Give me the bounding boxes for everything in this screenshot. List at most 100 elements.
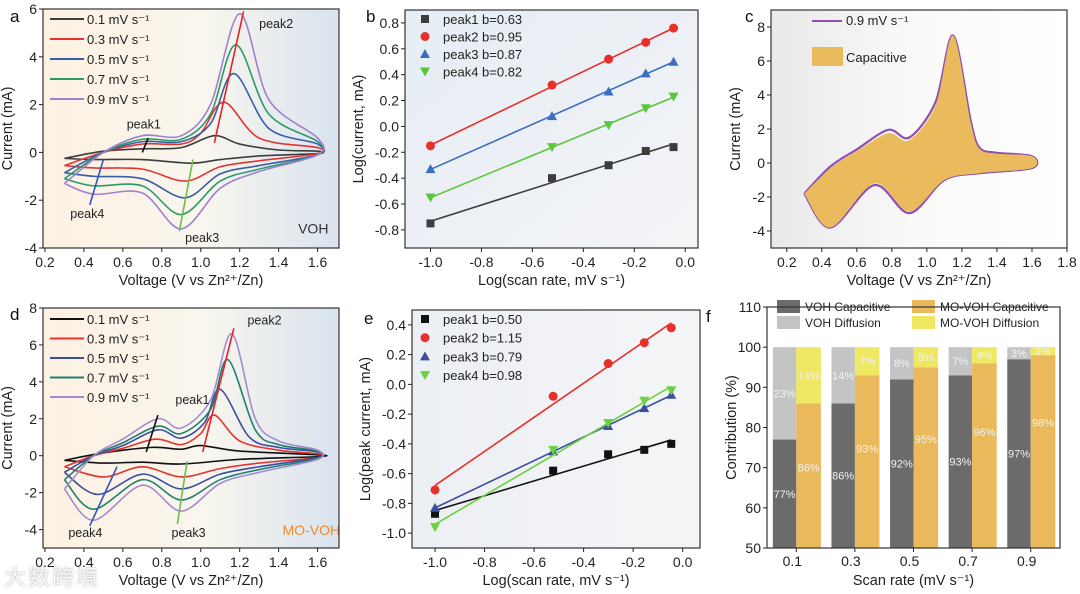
data-point-square: [641, 146, 650, 155]
x-tick-label: 1.0: [917, 254, 937, 270]
x-tick-label: 1.2: [230, 554, 250, 570]
data-point-square: [669, 143, 678, 152]
data-point-square: [549, 466, 558, 475]
x-tick-label: -0.4: [572, 554, 596, 570]
y-tick-label: -2: [25, 485, 38, 501]
cv-curve: [64, 101, 326, 182]
x-axis-title: Voltage (V vs Zn²⁺/Zn): [847, 273, 992, 289]
cv-curve: [63, 333, 325, 522]
plot-area: [803, 34, 1039, 229]
legend-label: 0.3 mV s⁻¹: [87, 32, 150, 47]
y-tick-label: 8: [29, 300, 37, 316]
fit-line: [434, 439, 672, 512]
legend-label: 0.7 mV s⁻¹: [87, 371, 150, 386]
legend-label: peak2 b=0.95: [443, 30, 522, 45]
x-tick-label: 0.1: [783, 553, 803, 569]
bar-value-label: 86%: [832, 471, 854, 483]
data-point-circle: [603, 359, 613, 369]
data-point-circle: [548, 391, 558, 401]
panel-e: e peak1 b=0.50 peak2 b=1.15 peak3 b=0.79 pea…: [358, 309, 701, 589]
x-axis-title: Voltage (V vs Zn²⁺/Zn): [119, 573, 264, 589]
y-tick-label: 0.6: [380, 41, 400, 57]
bar-voh-diffusion: [948, 347, 973, 376]
sample-tag: VOH: [298, 221, 328, 237]
bar-voh-diffusion: [772, 347, 797, 440]
y-tick-label: 50: [745, 540, 761, 556]
panel-letter: c: [745, 7, 754, 26]
data-point-triangle-up: [640, 68, 651, 78]
peak-label: peak1: [175, 393, 209, 407]
legend-label: peak4 b=0.82: [443, 65, 522, 80]
data-point-triangle-down: [668, 92, 679, 102]
plot-area: [772, 347, 1056, 548]
x-tick-label: 0.2: [35, 254, 55, 270]
cv-curve: [64, 72, 325, 199]
bar-movoh-capacitive: [854, 375, 880, 548]
data-point-triangle-down: [640, 104, 651, 114]
legend-marker: [420, 67, 430, 77]
peak-guide-line: [89, 466, 118, 527]
y-tick-label: -4: [25, 522, 38, 538]
x-tick-label: 1.2: [952, 254, 972, 270]
legend-marker: [420, 333, 430, 343]
bar-value-label: 92%: [891, 459, 913, 471]
data-point-triangle-up: [425, 164, 436, 174]
plot-area: [63, 11, 326, 232]
y-tick-label: -0.6: [375, 196, 399, 212]
x-tick-label: -1.0: [418, 254, 442, 270]
bar-value-label: 8%: [894, 358, 910, 370]
plot-frame: [42, 8, 340, 249]
bar-value-label: 77%: [774, 489, 796, 501]
y-tick-label: 2: [29, 411, 37, 427]
bar-value-label: 98%: [1032, 418, 1054, 430]
bar-movoh-capacitive: [796, 403, 821, 548]
bar-value-label: 4%: [976, 350, 992, 362]
peak-guide-line: [141, 137, 149, 153]
legend-marker: [420, 371, 430, 381]
plot-area: [425, 23, 679, 228]
x-tick-label: 0.4: [812, 254, 832, 270]
x-tick-label: 1.0: [191, 554, 211, 570]
x-tick-label: 0.9: [1017, 553, 1037, 569]
bar-voh-diffusion: [890, 347, 914, 380]
peak-guide-line: [213, 11, 245, 144]
legend-swatch: [912, 316, 935, 329]
bar-value-label: 14%: [832, 370, 854, 382]
bar-value-label: 93%: [856, 443, 878, 455]
x-tick-label: -0.2: [621, 554, 645, 570]
x-tick-label: 0.6: [847, 254, 867, 270]
legend-marker: [420, 49, 430, 58]
x-tick-label: 0.8: [152, 254, 172, 270]
bar-value-label: 95%: [915, 434, 937, 446]
x-tick-label: 0.8: [882, 254, 902, 270]
data-point-circle: [641, 37, 651, 47]
legend-swatch: [812, 47, 843, 66]
y-tick-label: 6: [757, 53, 765, 69]
x-tick-label: 0.6: [113, 554, 133, 570]
y-tick-label: 8: [757, 19, 765, 35]
y-tick-label: 6: [29, 1, 37, 17]
panel-d: d 0.1 mV s⁻¹ 0.3 mV s⁻¹ 0.5 mV s⁻¹ 0.7 mV s⁻…: [0, 300, 340, 589]
y-tick-label: 0.2: [387, 347, 407, 363]
y-tick-label: -2: [753, 189, 766, 205]
data-point-triangle-up: [430, 502, 441, 512]
y-tick-label: 60: [745, 500, 761, 516]
peak-label: peak2: [259, 17, 293, 31]
legend-marker: [421, 15, 429, 23]
x-tick-label: 0.4: [74, 254, 94, 270]
legend-label: 0.9 mV s⁻¹: [87, 92, 150, 107]
plot-background: [405, 10, 698, 248]
y-tick-label: -0.4: [375, 170, 399, 186]
legend-label: MO-VOH Diffusion: [940, 316, 1039, 330]
bar-voh-capacitive: [772, 439, 797, 548]
bar-value-label: 14%: [798, 370, 820, 382]
legend-label: 0.5 mV s⁻¹: [87, 351, 150, 366]
data-point-triangle-down: [425, 193, 436, 203]
x-tick-label: -0.8: [472, 554, 496, 570]
y-tick-label: 2: [29, 97, 37, 113]
x-tick-label: 0.6: [113, 254, 133, 270]
bar-movoh-capacitive: [1030, 355, 1056, 548]
x-tick-label: 0.0: [676, 254, 696, 270]
legend-label: Capacitive: [846, 50, 907, 65]
data-point-triangle-down: [548, 445, 559, 455]
